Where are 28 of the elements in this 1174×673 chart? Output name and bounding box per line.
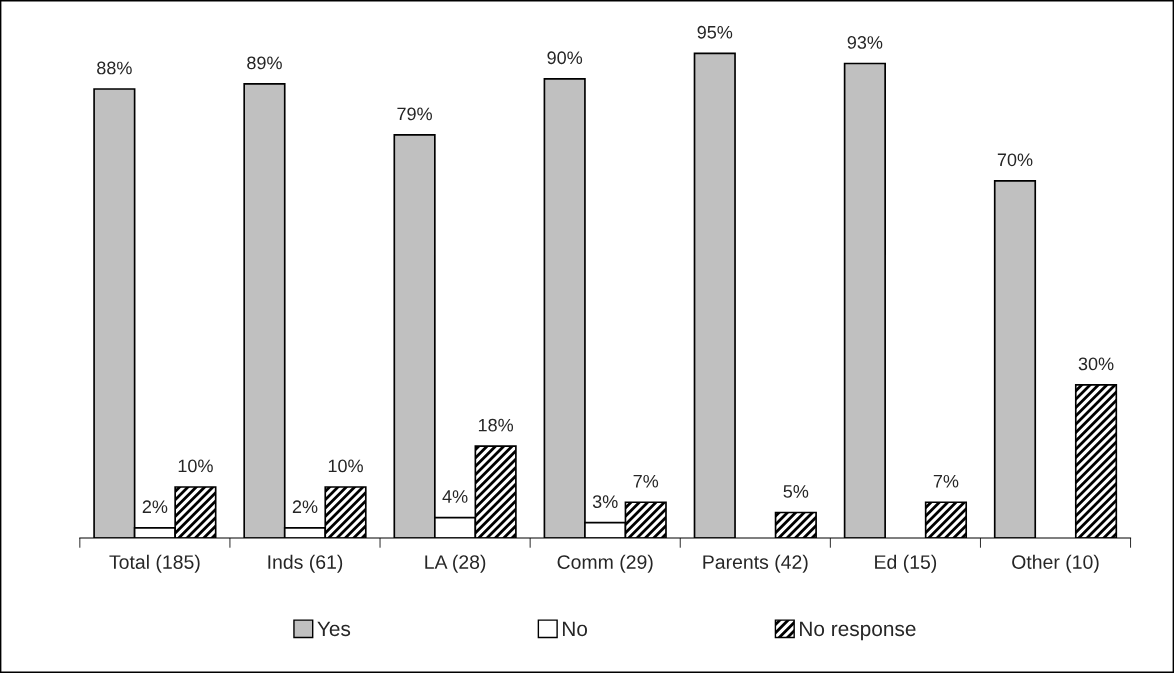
x-tick-label: Inds (61) [268,554,343,573]
data-label: 7% [933,474,959,488]
x-tick-label: Other (10) [1012,554,1099,573]
data-label: 18% [478,418,514,432]
data-label: 95% [697,25,733,39]
legend-label: No response [800,621,916,641]
data-label: 30% [1078,357,1114,371]
x-tick-label: LA (28) [425,554,486,573]
data-label: 2% [292,500,318,514]
legend-label: Yes [317,621,351,637]
x-tick-label: Ed (15) [875,554,937,573]
data-label: 4% [442,490,468,503]
data-label: 10% [328,459,363,473]
data-label: 79% [397,107,432,121]
data-label: 90% [547,51,583,65]
data-label: 7% [633,474,659,488]
data-label: 70% [997,153,1033,167]
x-tick-label: Parents (42) [703,554,808,573]
data-label: 88% [97,61,132,75]
x-tick-label: Comm (29) [557,554,653,573]
data-label: 10% [178,459,213,473]
legend-label: No [562,621,588,637]
x-tick-label: Total (185) [109,554,200,573]
data-label: 89% [247,56,282,70]
data-label: 5% [783,485,809,498]
data-label: 93% [847,36,883,49]
data-label: 2% [142,500,168,514]
data-label: 3% [592,495,618,509]
